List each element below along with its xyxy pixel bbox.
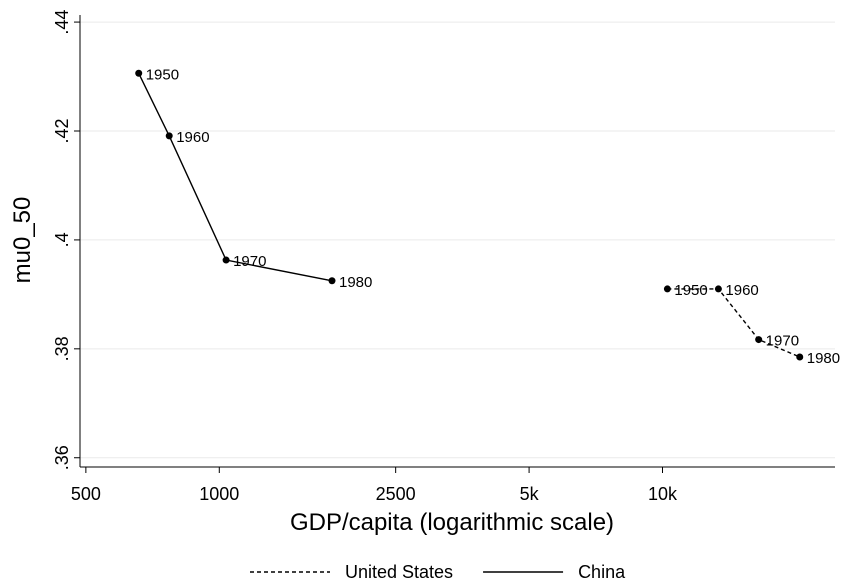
legend-label: United States bbox=[345, 562, 453, 582]
x-tick-label: 1000 bbox=[199, 484, 239, 504]
legend-label: China bbox=[578, 562, 626, 582]
x-tick-label: 10k bbox=[648, 484, 678, 504]
point-label: 1970 bbox=[766, 333, 799, 350]
point-label: 1960 bbox=[725, 282, 758, 299]
point bbox=[165, 132, 173, 140]
y-tick-label: .44 bbox=[52, 10, 72, 35]
point bbox=[714, 285, 722, 293]
point-label: 1980 bbox=[339, 274, 372, 291]
y-tick-label: .4 bbox=[52, 232, 72, 247]
point bbox=[796, 353, 804, 361]
point bbox=[755, 336, 763, 344]
point-label: 1960 bbox=[176, 129, 209, 146]
point-label: 1970 bbox=[233, 253, 266, 270]
x-tick-label: 2500 bbox=[376, 484, 416, 504]
point-label: 1980 bbox=[807, 350, 840, 367]
point bbox=[222, 256, 230, 264]
x-tick-label: 500 bbox=[71, 484, 101, 504]
point bbox=[135, 69, 143, 77]
point bbox=[663, 285, 671, 293]
y-axis-title: mu0_50 bbox=[9, 197, 36, 284]
y-tick-label: .42 bbox=[52, 118, 72, 143]
point bbox=[328, 277, 336, 285]
point-label: 1950 bbox=[674, 282, 707, 299]
x-axis-title: GDP/capita (logarithmic scale) bbox=[290, 509, 614, 536]
x-tick-label: 5k bbox=[520, 484, 540, 504]
series-line bbox=[138, 72, 333, 282]
point-label: 1950 bbox=[146, 66, 179, 83]
y-tick-label: .36 bbox=[52, 445, 72, 470]
y-tick-label: .38 bbox=[52, 336, 72, 361]
